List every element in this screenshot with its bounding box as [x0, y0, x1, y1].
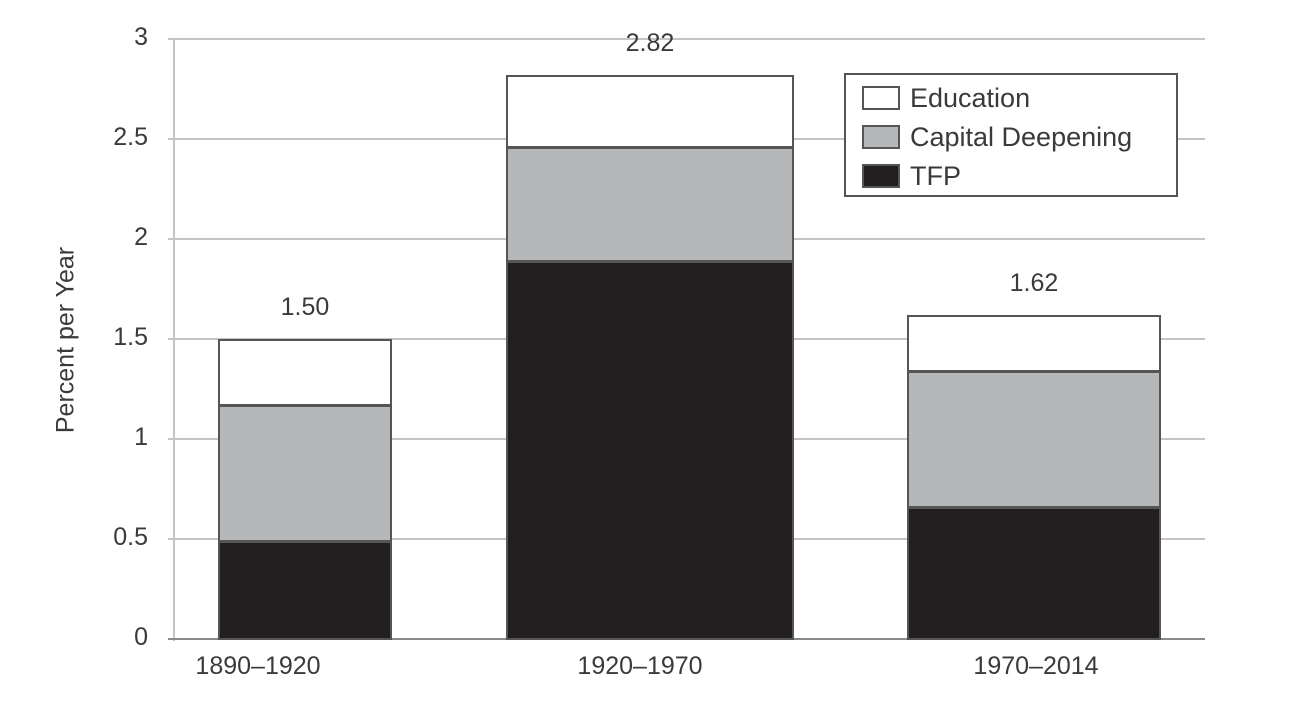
bar-1970–2014 [907, 0, 1161, 722]
x-tick-label: 1970–2014 [973, 652, 1099, 680]
bar-segment-education [907, 315, 1161, 372]
legend: Education Capital Deepening TFP [844, 73, 1178, 197]
bar-1890–1920 [218, 0, 392, 722]
gridline [168, 38, 1205, 40]
legend-swatch-education [862, 86, 900, 110]
y-tick-label: 1 [134, 423, 148, 451]
legend-swatch-tfp [862, 164, 900, 188]
y-tick-label: 0 [134, 623, 148, 651]
y-axis-label: Percent per Year [51, 246, 80, 434]
bar-total-label: 2.82 [625, 29, 675, 57]
bar-segment-capital-deepening [218, 405, 392, 542]
legend-label: Capital Deepening [910, 121, 1133, 152]
bar-segment-education [506, 75, 794, 148]
x-tick-label: 1920–1970 [577, 652, 703, 680]
bar-segment-education [218, 339, 392, 406]
legend-label: TFP [910, 160, 961, 191]
x-tick-label: 1890–1920 [195, 652, 321, 680]
bar-total-label: 1.50 [280, 293, 330, 321]
bar-segment-tfp [218, 541, 392, 640]
bar-total-label: 1.62 [1009, 269, 1059, 297]
y-axis-line [173, 40, 175, 641]
y-tick-label: 2.5 [113, 123, 148, 151]
legend-item-capital-deepening: Capital Deepening [862, 122, 1132, 152]
bar-segment-capital-deepening [506, 147, 794, 262]
legend-item-education: Education [862, 83, 1030, 113]
legend-item-tfp: TFP [862, 161, 961, 191]
legend-swatch-capital-deepening [862, 125, 900, 149]
bar-segment-capital-deepening [907, 371, 1161, 508]
bar-segment-tfp [506, 261, 794, 640]
y-tick-label: 3 [134, 23, 148, 51]
bar-1920–1970 [506, 0, 794, 722]
bar-segment-tfp [907, 507, 1161, 640]
y-tick-label: 1.5 [113, 323, 148, 351]
y-tick-label: 0.5 [113, 523, 148, 551]
y-tick-label: 2 [134, 223, 148, 251]
legend-label: Education [910, 82, 1031, 113]
